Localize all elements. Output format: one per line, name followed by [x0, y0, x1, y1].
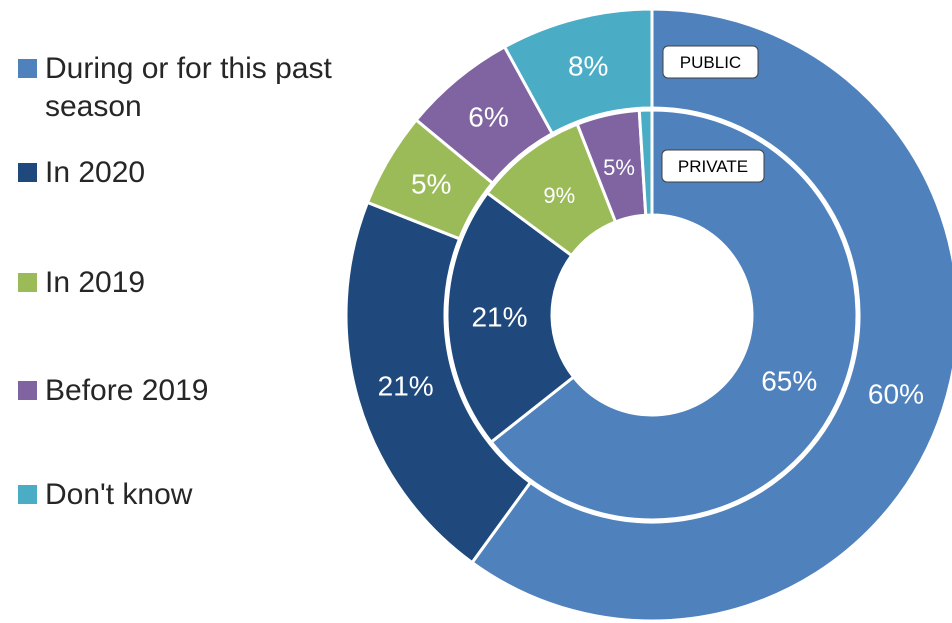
legend-item-2020: In 2020 [18, 154, 395, 192]
slice-labels: 60% 21% 5% 6% 8% 65% 21% 9% 5% [378, 51, 924, 410]
private-ring-label: PRIVATE [661, 149, 765, 183]
inner-slice-label-2020: 21% [471, 301, 527, 332]
legend-swatch [18, 273, 37, 292]
public-ring-label-text: PUBLIC [680, 53, 741, 72]
outer-slice-label-2019: 5% [411, 168, 451, 199]
legend-label: In 2019 [45, 266, 146, 299]
inner-slice-label-2019: 9% [543, 183, 575, 208]
legend-item-2019: In 2019 [18, 264, 395, 302]
private-ring-label-text: PRIVATE [678, 157, 748, 176]
legend-swatch [18, 59, 37, 78]
legend-item-dont-know: Don't know [18, 476, 395, 514]
outer-slice-label-2020: 21% [378, 371, 434, 402]
legend-label: During or for this past season [45, 52, 332, 123]
legend-swatch [18, 485, 37, 504]
inner-slice-label-before-2019: 5% [603, 155, 635, 180]
outer-ring-public [344, 7, 952, 623]
public-ring-label: PUBLIC [662, 45, 759, 79]
outer-slice-label-past-season: 60% [868, 378, 924, 409]
outer-slice-dont-know [502, 7, 654, 136]
outer-slice-2020 [344, 200, 533, 565]
legend-swatch [18, 381, 37, 400]
inner-slice-dont-know [637, 108, 654, 217]
outer-slice-label-before-2019: 6% [468, 101, 508, 132]
inner-ring-private [445, 108, 859, 522]
legend-label: In 2020 [45, 156, 146, 189]
inner-slice-2020 [445, 190, 576, 445]
outer-slice-past-season [470, 7, 952, 623]
legend-item-before-2019: Before 2019 [18, 372, 395, 410]
inner-slice-past-season [489, 108, 859, 522]
legend-label: Before 2019 [45, 374, 209, 407]
legend-swatch [18, 163, 37, 182]
inner-slice-label-past-season: 65% [761, 365, 817, 396]
legend-label: Don't know [45, 478, 193, 511]
outer-slice-label-dont-know: 8% [568, 51, 608, 82]
legend-item-past-season: During or for this past season [18, 50, 395, 126]
